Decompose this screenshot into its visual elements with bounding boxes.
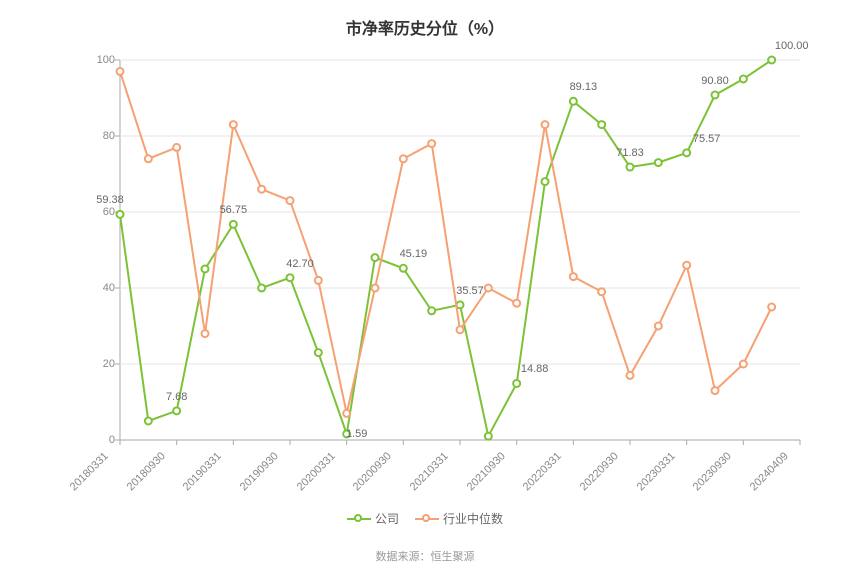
x-tick-label: 20200930 <box>351 450 394 493</box>
data-point[interactable] <box>768 304 775 311</box>
data-point[interactable] <box>202 330 209 337</box>
x-tick-label: 20210930 <box>464 450 507 493</box>
x-tick-label: 20220930 <box>578 450 621 493</box>
x-tick-label: 20230930 <box>691 450 734 493</box>
data-point[interactable] <box>627 372 634 379</box>
legend-item-industry[interactable]: 行业中位数 <box>415 510 503 527</box>
x-tick-label: 20190930 <box>238 450 281 493</box>
data-point[interactable] <box>683 149 690 156</box>
point-label: 71.83 <box>616 147 644 159</box>
x-tick-label: 20210331 <box>408 450 451 493</box>
data-point[interactable] <box>740 361 747 368</box>
data-point[interactable] <box>627 164 634 171</box>
data-point[interactable] <box>372 254 379 261</box>
legend-marker-icon <box>347 513 371 525</box>
data-point[interactable] <box>655 159 662 166</box>
data-point[interactable] <box>428 307 435 314</box>
data-source: 数据来源：恒生聚源 <box>0 548 850 564</box>
data-point[interactable] <box>570 273 577 280</box>
data-point[interactable] <box>400 155 407 162</box>
point-label: 7.68 <box>166 391 187 403</box>
point-label: 45.19 <box>400 248 428 260</box>
data-point[interactable] <box>315 277 322 284</box>
y-axis: 020406080100 <box>80 60 115 440</box>
data-point[interactable] <box>683 262 690 269</box>
y-tick-label: 20 <box>103 358 115 370</box>
data-point[interactable] <box>287 274 294 281</box>
data-point[interactable] <box>768 57 775 64</box>
data-point[interactable] <box>258 285 265 292</box>
chart-container: 市净率历史分位（%） 0 20 40 60 80 100 59.38 7.68 56.75 42… <box>0 0 850 575</box>
x-tick-label: 20180930 <box>124 450 167 493</box>
point-label: 42.70 <box>286 258 314 270</box>
y-tick-label: 100 <box>97 54 115 66</box>
data-point[interactable] <box>655 323 662 330</box>
data-point[interactable] <box>457 326 464 333</box>
point-label: 100.00 <box>775 40 809 52</box>
data-point[interactable] <box>570 98 577 105</box>
plot-area: 59.387.6856.7542.701.5945.1935.5714.8889… <box>120 60 800 440</box>
data-point[interactable] <box>598 288 605 295</box>
data-point[interactable] <box>173 144 180 151</box>
point-label: 1.59 <box>346 428 367 440</box>
data-point[interactable] <box>173 407 180 414</box>
data-point[interactable] <box>400 265 407 272</box>
x-tick-label: 20240409 <box>748 450 791 493</box>
series-industry-line <box>120 71 772 413</box>
chart-title: 市净率历史分位（%） <box>0 15 850 39</box>
data-point[interactable] <box>315 349 322 356</box>
series-company-line <box>120 60 772 436</box>
x-axis: 2018033120180930201903312019093020200331… <box>120 445 800 505</box>
point-label: 75.57 <box>693 133 721 145</box>
point-label: 89.13 <box>570 81 598 93</box>
legend-label: 公司 <box>375 510 399 527</box>
data-point[interactable] <box>287 197 294 204</box>
point-label: 59.38 <box>96 194 124 206</box>
data-point[interactable] <box>712 91 719 98</box>
data-point[interactable] <box>258 186 265 193</box>
data-point[interactable] <box>145 418 152 425</box>
data-point[interactable] <box>598 121 605 128</box>
data-point[interactable] <box>343 410 350 417</box>
point-label: 56.75 <box>220 204 248 216</box>
y-tick-label: 0 <box>109 434 115 446</box>
data-point[interactable] <box>145 155 152 162</box>
data-point[interactable] <box>513 300 520 307</box>
data-point[interactable] <box>485 285 492 292</box>
x-tick-label: 20200331 <box>294 450 337 493</box>
y-tick-label: 80 <box>103 130 115 142</box>
data-point[interactable] <box>542 121 549 128</box>
legend-item-company[interactable]: 公司 <box>347 510 399 527</box>
x-tick-label: 20220331 <box>521 450 564 493</box>
point-label: 14.88 <box>521 363 549 375</box>
x-tick-label: 20180331 <box>68 450 111 493</box>
point-label: 90.80 <box>701 75 729 87</box>
data-point[interactable] <box>542 178 549 185</box>
x-tick-label: 20230331 <box>634 450 677 493</box>
y-tick-label: 60 <box>103 206 115 218</box>
legend-label: 行业中位数 <box>443 510 503 527</box>
y-tick-label: 40 <box>103 282 115 294</box>
plot-svg <box>120 60 800 440</box>
data-point[interactable] <box>230 221 237 228</box>
data-point[interactable] <box>117 68 124 75</box>
data-point[interactable] <box>230 121 237 128</box>
legend: 公司 行业中位数 <box>0 510 850 527</box>
data-point[interactable] <box>513 380 520 387</box>
point-label: 35.57 <box>456 285 484 297</box>
data-point[interactable] <box>428 140 435 147</box>
data-point[interactable] <box>117 211 124 218</box>
data-point[interactable] <box>202 266 209 273</box>
data-point[interactable] <box>712 387 719 394</box>
data-point[interactable] <box>740 76 747 83</box>
x-tick-label: 20190331 <box>181 450 224 493</box>
legend-marker-icon <box>415 513 439 525</box>
data-point[interactable] <box>372 285 379 292</box>
data-point[interactable] <box>485 433 492 440</box>
